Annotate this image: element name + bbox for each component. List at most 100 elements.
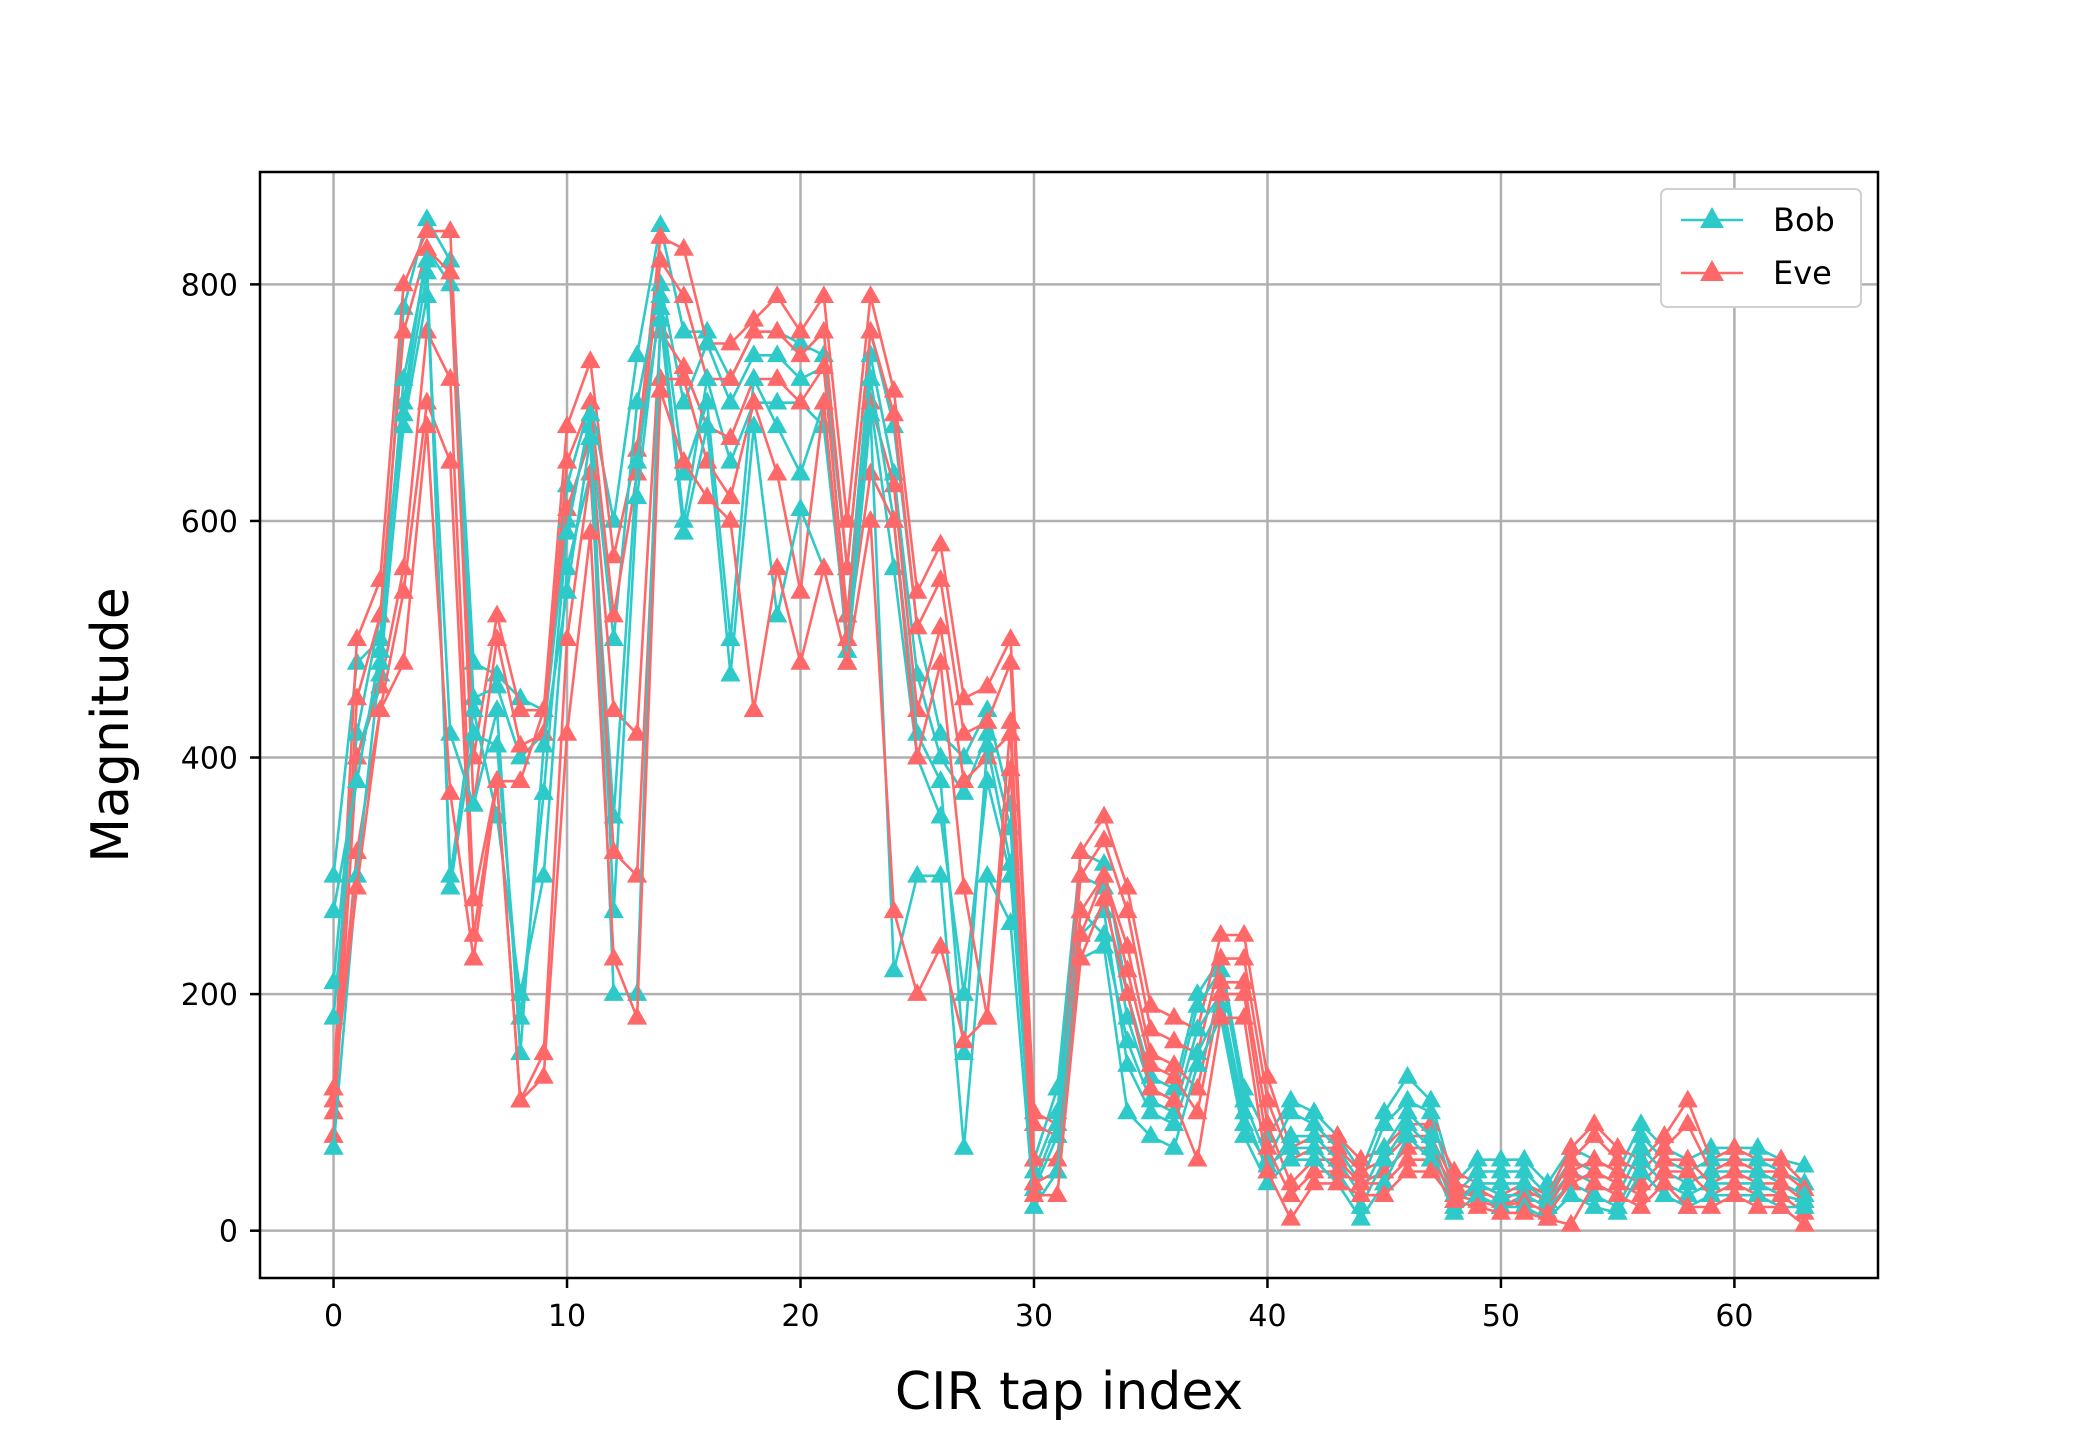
series-bob-point bbox=[953, 1042, 975, 1061]
series-eve-point bbox=[1560, 1213, 1582, 1232]
series-eve-point bbox=[1654, 1172, 1675, 1191]
series-bob-point bbox=[1187, 1018, 1208, 1037]
series-bob-point bbox=[556, 580, 578, 599]
series-bob-point bbox=[463, 793, 484, 812]
series-bob-point bbox=[696, 332, 718, 351]
series-bob-point bbox=[1444, 1201, 1465, 1220]
series-bob-point bbox=[1607, 1201, 1628, 1220]
series-eve-point bbox=[883, 509, 905, 528]
series-eve-point bbox=[673, 368, 694, 386]
series-bob-point bbox=[556, 521, 578, 540]
series-eve-point bbox=[1607, 1172, 1628, 1191]
series-eve-point bbox=[580, 391, 601, 410]
series-bob-point bbox=[1747, 1148, 1768, 1167]
series-eve-point bbox=[813, 285, 834, 304]
series-eve-point bbox=[486, 628, 508, 647]
series-eve-line bbox=[332, 389, 1806, 1227]
series-bob-point bbox=[1630, 1113, 1652, 1132]
series-bob-point bbox=[323, 900, 344, 919]
series-eve-point bbox=[510, 699, 531, 718]
series-eve-point bbox=[1537, 1207, 1558, 1226]
series-eve-point bbox=[1257, 1113, 1278, 1132]
series-bob-point bbox=[1304, 1125, 1325, 1143]
series-bob-point bbox=[1630, 1125, 1652, 1143]
series-eve-point bbox=[416, 220, 438, 238]
series-bob-point bbox=[1280, 1101, 1301, 1120]
series-bob-point bbox=[1280, 1125, 1301, 1143]
series-eve-point bbox=[790, 580, 811, 599]
series-bob-point bbox=[1420, 1136, 1442, 1155]
series-eve-point bbox=[1304, 1172, 1325, 1191]
x-tick-label: 60 bbox=[1715, 1299, 1753, 1334]
series-bob-point bbox=[650, 285, 671, 304]
series-eve-trace bbox=[323, 379, 1815, 1232]
series-bob-point bbox=[463, 722, 484, 741]
series-bob-point bbox=[860, 344, 881, 363]
series-bob-point bbox=[977, 722, 998, 741]
series-eve-point bbox=[1467, 1196, 1488, 1214]
series-eve-point bbox=[1070, 947, 1091, 966]
series-bob-point bbox=[556, 557, 578, 576]
series-bob-point bbox=[673, 320, 694, 339]
series-eve-point bbox=[1560, 1172, 1582, 1191]
series-eve-point bbox=[556, 450, 578, 469]
series-eve-point bbox=[767, 462, 788, 481]
series-bob-point bbox=[883, 462, 905, 481]
series-bob-point bbox=[1023, 1196, 1045, 1214]
series-eve-point bbox=[1677, 1113, 1698, 1132]
series-bob-point bbox=[580, 427, 601, 445]
series-eve-point bbox=[743, 308, 764, 327]
series-bob-point bbox=[930, 770, 951, 789]
series-eve-point bbox=[907, 746, 928, 765]
series-eve-point bbox=[1047, 1148, 1068, 1167]
series-bob-point bbox=[1374, 1101, 1395, 1120]
series-bob-point bbox=[1304, 1148, 1325, 1167]
series-eve-point bbox=[1257, 1065, 1278, 1084]
series-eve-point bbox=[580, 350, 601, 369]
series-bob-point bbox=[486, 675, 508, 694]
series-bob-point bbox=[1747, 1136, 1768, 1155]
series-bob-point bbox=[1000, 912, 1021, 930]
series-bob-point bbox=[1747, 1160, 1768, 1179]
series-eve-point bbox=[743, 391, 764, 410]
series-eve-point bbox=[1584, 1160, 1605, 1179]
series-bob-point bbox=[1304, 1136, 1325, 1155]
series-eve-point bbox=[1444, 1190, 1465, 1208]
series-bob-point bbox=[1350, 1207, 1371, 1226]
legend-label-eve: Eve bbox=[1773, 254, 1832, 292]
series-eve-point bbox=[953, 1030, 975, 1049]
series-eve-point bbox=[323, 1077, 344, 1096]
series-bob-point bbox=[1374, 1113, 1395, 1132]
series-eve-point bbox=[1163, 1054, 1185, 1072]
series-eve-point bbox=[720, 332, 741, 351]
series-bob-point bbox=[1490, 1172, 1512, 1191]
series-bob-point bbox=[1700, 1160, 1722, 1179]
series-eve-point bbox=[416, 237, 438, 256]
series-eve-point bbox=[416, 320, 438, 339]
series-bob-point bbox=[626, 391, 648, 410]
series-eve-point bbox=[1163, 1089, 1185, 1108]
series-eve-point bbox=[370, 699, 391, 718]
series-eve-point bbox=[1280, 1207, 1301, 1226]
series-eve-point bbox=[510, 770, 531, 789]
series-eve-point bbox=[1770, 1148, 1792, 1167]
series-eve-point bbox=[440, 368, 461, 386]
series-eve-point bbox=[1233, 947, 1255, 966]
series-bob-point bbox=[1747, 1172, 1768, 1191]
y-tick-label: 400 bbox=[181, 742, 238, 777]
y-tick-label: 0 bbox=[219, 1215, 238, 1250]
series-bob-point bbox=[1514, 1172, 1535, 1191]
series-eve-point bbox=[393, 273, 414, 292]
series-bob-point bbox=[790, 462, 811, 481]
series-bob-point bbox=[323, 1006, 344, 1025]
series-eve-point bbox=[673, 356, 694, 374]
series-bob-point bbox=[1630, 1160, 1652, 1179]
series-bob-point bbox=[486, 699, 508, 718]
series-eve-point bbox=[860, 509, 881, 528]
series-bob-point bbox=[580, 403, 601, 422]
series-bob-point bbox=[1700, 1172, 1722, 1191]
series-layer bbox=[323, 208, 1815, 1232]
series-bob-point bbox=[930, 864, 951, 883]
series-eve-point bbox=[1233, 1006, 1255, 1025]
series-bob-point bbox=[1467, 1160, 1488, 1179]
